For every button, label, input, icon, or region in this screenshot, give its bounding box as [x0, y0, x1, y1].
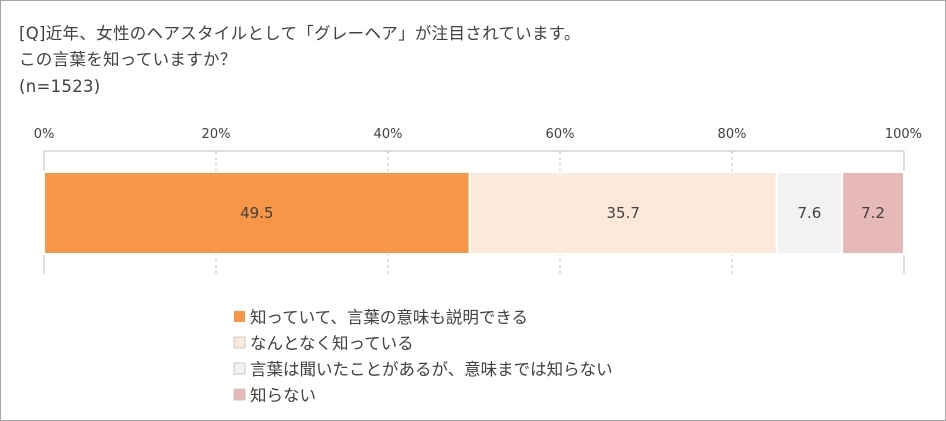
chart-question-line-2: この言葉を知っていますか？ — [19, 50, 237, 69]
bar-value-label: 7.2 — [861, 204, 885, 222]
x-tick-label: 60% — [546, 127, 575, 142]
x-tick-label: 80% — [718, 127, 747, 142]
bar-value-label: 35.7 — [607, 204, 640, 222]
legend-swatch — [233, 362, 246, 375]
legend-swatch — [233, 336, 246, 349]
legend-label: 知っていて、言葉の意味も説明できる — [250, 308, 528, 327]
bar-value-label: 49.5 — [240, 204, 273, 222]
legend-label: 知らない — [250, 386, 316, 405]
bar-segment — [841, 171, 906, 255]
x-tick-label: 20% — [202, 127, 231, 142]
legend-swatch — [233, 388, 246, 401]
x-tick-label: 40% — [374, 127, 403, 142]
bar-segment — [468, 171, 778, 255]
bar-segment — [43, 171, 471, 255]
x-tick-label: 100% — [885, 127, 922, 142]
bar-value-label: 7.6 — [797, 204, 821, 222]
chart-question: [Q]近年、女性のヘアスタイルとして「グレーヘア」が注目されています。 — [19, 24, 581, 43]
legend-label: 言葉は聞いたことがあるが、意味までは知らない — [250, 360, 613, 379]
legend-label: なんとなく知っている — [250, 334, 414, 353]
bar-segment — [775, 171, 844, 255]
chart-sample-size: (n=1523) — [19, 77, 101, 96]
legend-swatch — [234, 311, 245, 322]
x-tick-label: 0% — [34, 127, 55, 142]
